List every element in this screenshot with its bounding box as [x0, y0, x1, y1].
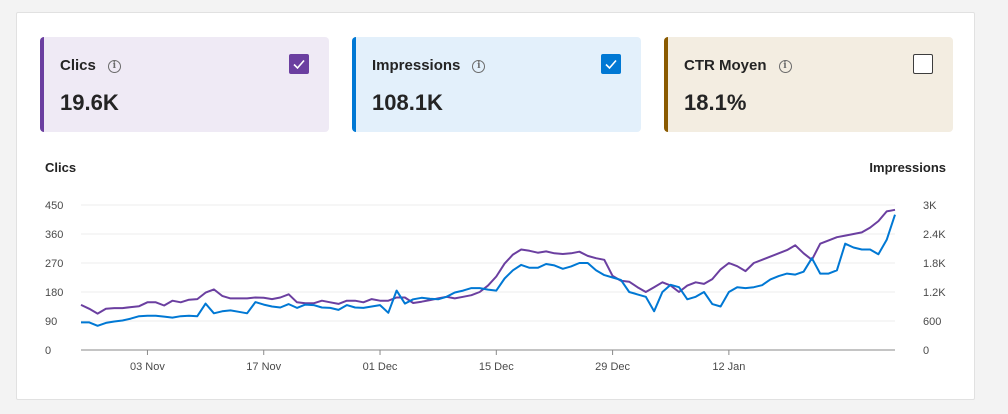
metric-label-impressions: Impressions i: [372, 57, 486, 74]
left-tick-label: 450: [45, 200, 63, 212]
info-icon[interactable]: i: [778, 60, 792, 73]
metric-card-impressions[interactable]: Impressions i 108.1K: [352, 37, 641, 132]
info-icon[interactable]: i: [107, 60, 121, 73]
x-tick-label: 03 Nov: [130, 361, 165, 373]
x-tick-label: 15 Dec: [479, 361, 514, 373]
metric-value-ctr: 18.1%: [684, 90, 747, 115]
x-tick-label: 29 Dec: [595, 361, 630, 373]
metric-value-impressions: 108.1K: [372, 90, 443, 115]
right-tick-label: 600: [923, 316, 941, 328]
checkmark-icon: [293, 59, 305, 70]
left-axis-title: Clics: [45, 160, 77, 175]
left-tick-label: 90: [45, 316, 57, 328]
performance-panel: Clics i 19.6K Impressions i 108.1K CTR Moy…: [16, 12, 975, 400]
series-line-impressions: [81, 214, 896, 327]
x-tick-label: 01 Dec: [363, 361, 398, 373]
right-tick-label: 1.8K: [923, 258, 946, 270]
x-tick-label: 17 Nov: [246, 361, 281, 373]
metric-label-clics: Clics i: [60, 57, 121, 74]
left-tick-label: 360: [45, 229, 63, 241]
line-chart: 0 0 90 600 180 1.2K 270 1.8K 360 2.4K 450 3K 03 Nov 1…: [45, 200, 946, 373]
right-axis-title: Impressions: [869, 160, 946, 175]
right-tick-label: 1.2K: [923, 287, 946, 299]
metric-card-clics[interactable]: Clics i 19.6K: [40, 37, 329, 132]
metric-label-ctr: CTR Moyen i: [684, 57, 792, 74]
left-tick-label: 0: [45, 345, 51, 357]
checkbox-ctr[interactable]: [913, 54, 933, 74]
metric-value-clics: 19.6K: [60, 90, 119, 115]
x-tick-label: 12 Jan: [712, 361, 745, 373]
left-tick-label: 270: [45, 258, 63, 270]
right-tick-label: 3K: [923, 200, 937, 212]
checkmark-icon: [605, 59, 617, 70]
info-icon[interactable]: i: [472, 60, 486, 73]
series-line-clics: [80, 208, 896, 315]
left-tick-label: 180: [45, 287, 63, 299]
right-tick-label: 2.4K: [923, 229, 946, 241]
metric-card-ctr[interactable]: CTR Moyen i 18.1%: [664, 37, 953, 132]
checkbox-impressions[interactable]: [601, 54, 621, 74]
right-tick-label: 0: [923, 345, 929, 357]
checkbox-clics[interactable]: [289, 54, 309, 74]
